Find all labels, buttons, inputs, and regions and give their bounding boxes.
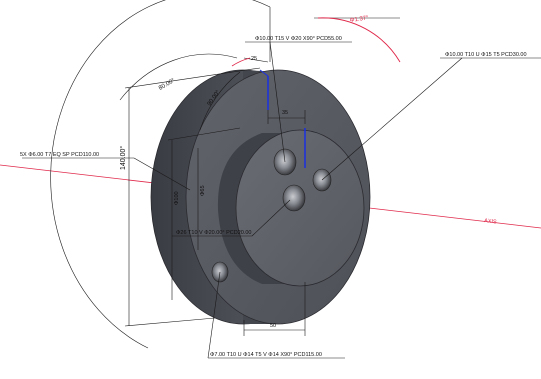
callout-bottom-hole: Φ7.00 T10 U Φ14 T5 V Φ14 X90° PCD115.00 [210,352,322,358]
red-angle-arc-2 [231,57,251,67]
dim-dia-65: Φ65 [200,185,206,196]
arc-140 [50,0,271,349]
dim-height-140: 140.00° [119,146,127,170]
hole-center[interactable] [282,184,306,212]
dim-angle-red: Φ1.37° [349,15,369,24]
dim-len-50: 50 [270,323,276,329]
dim-len-35: 35 [282,110,288,116]
dim-angle-80: 80.00° [158,78,177,92]
flange-part[interactable] [150,69,371,325]
dimension-lines [22,0,541,359]
callout-top-hole: Φ10.00 T15 V Φ20 X90° PCD55.00 [255,36,342,42]
red-angle-arc [317,17,401,63]
axis-label: AXIS [484,218,498,226]
callout-center-hole: Φ26 T10 V Φ20.00° PCD20.00 [176,230,252,236]
arc-90 [199,71,241,131]
callout-left-holes: 5X Φ6.00 T7 EQ SP PCD110.00 [20,152,99,158]
dim-dia-100: Φ100 [174,191,180,205]
dim-len-25: 25 [251,56,257,62]
labels: Φ10.00 T15 V Φ20 X90° PCD55.00 Φ10.00 T1… [20,15,527,358]
callout-right-hole: Φ10.00 T10 U Φ15 T5 PCD30.00 [445,52,527,58]
blue-edge-mid [259,69,269,77]
